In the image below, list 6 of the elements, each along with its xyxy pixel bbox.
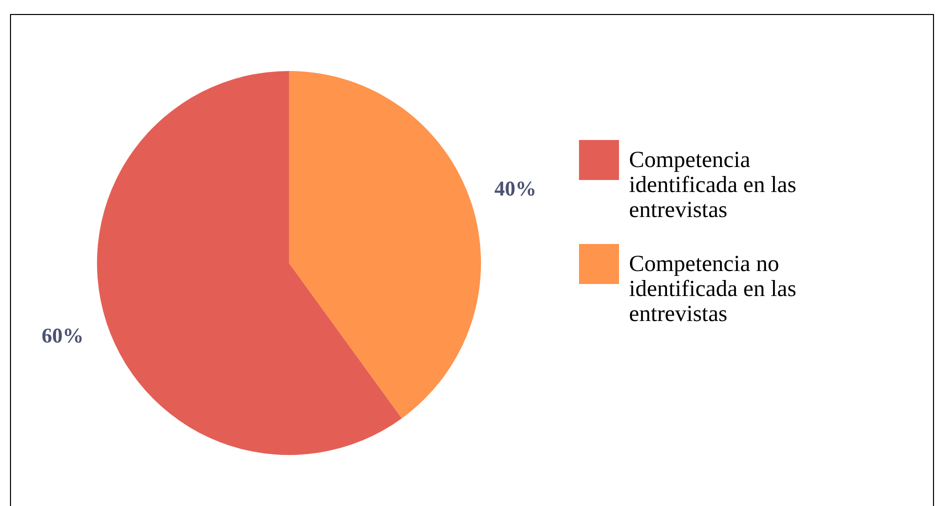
pie-slice: [97, 71, 402, 455]
data-label: 40%: [494, 176, 536, 200]
legend-label: Competencia identificada en las entrevistas: [629, 147, 796, 222]
legend-label: Competencia no identificada en las entrevistas: [629, 251, 796, 326]
pie-slice: [289, 71, 481, 418]
data-label: 60%: [42, 324, 84, 348]
